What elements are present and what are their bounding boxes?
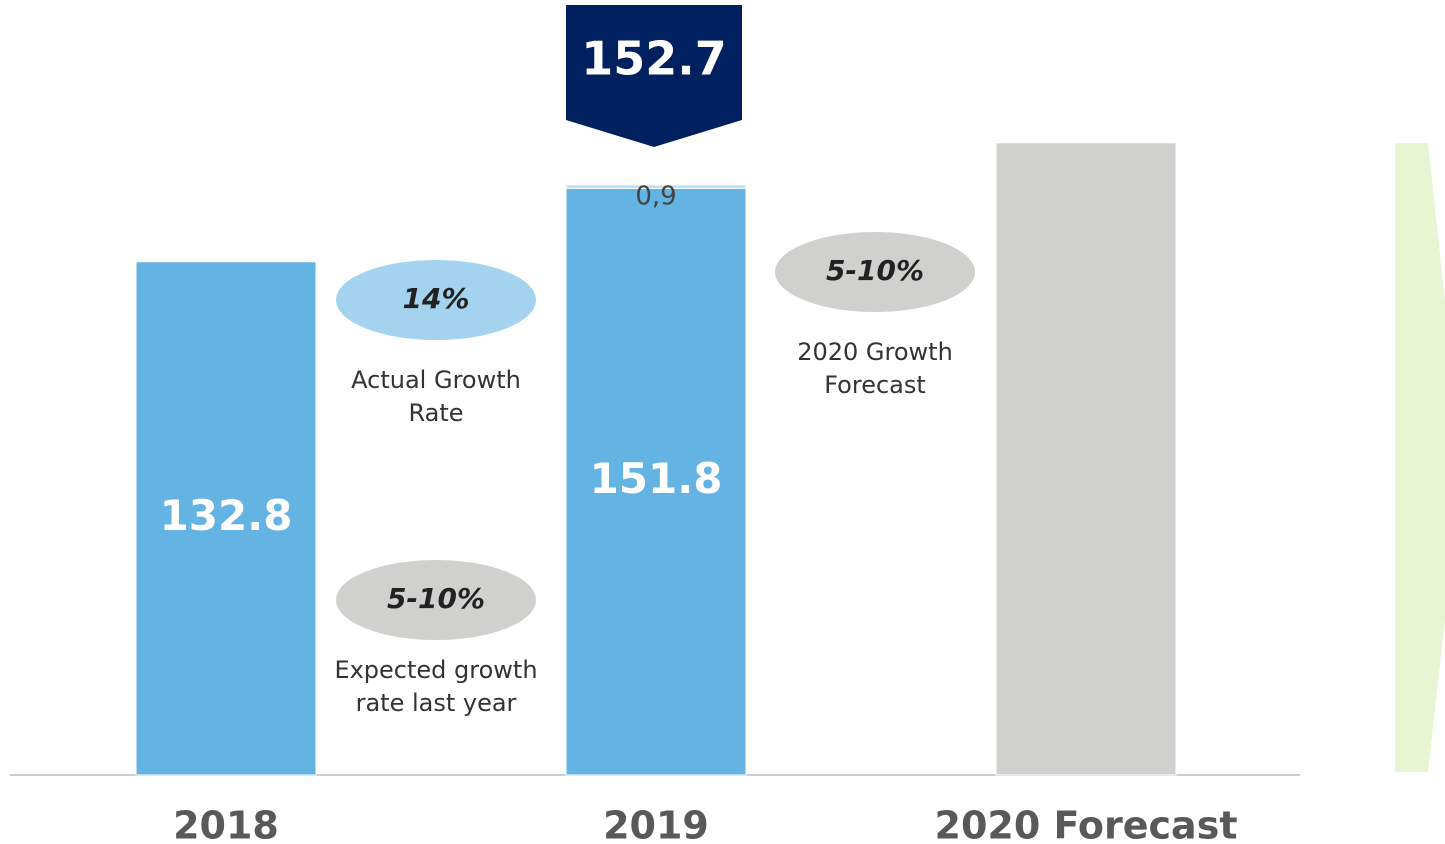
x-tick-label: 2019 <box>603 804 709 844</box>
x-tick-label: 2020 Forecast <box>935 804 1238 844</box>
growth-label: 5-10% <box>826 254 924 287</box>
growth-caption: Expected growth rate last year <box>334 656 538 717</box>
growth-label: 5-10% <box>387 582 485 615</box>
total-label: 152.7 <box>581 32 727 86</box>
caption-box: Expected growth rate last year <box>334 656 538 717</box>
bar-segment <box>565 187 747 776</box>
value-label: 151.8 <box>590 454 723 503</box>
growth-bubble <box>336 560 536 640</box>
growth-label: 14% <box>402 282 469 315</box>
growth-bubble <box>336 260 536 340</box>
value-label: 132.8 <box>160 491 293 540</box>
bar-segment <box>995 142 1177 776</box>
bar-segment <box>135 261 317 776</box>
x-tick-label: 2018 <box>173 804 279 844</box>
growth-caption: 2020 Growth Forecast <box>797 338 953 399</box>
growth-bubble <box>775 232 975 312</box>
value-label: 0,9 <box>635 181 676 211</box>
growth-caption: Actual Growth Rate <box>351 366 521 427</box>
caption-box: 2020 Growth Forecast <box>797 338 953 399</box>
total-callout <box>566 5 742 147</box>
arrow-decoration <box>1395 143 1445 772</box>
caption-box: Actual Growth Rate <box>351 366 521 427</box>
bar-segment <box>565 184 747 189</box>
